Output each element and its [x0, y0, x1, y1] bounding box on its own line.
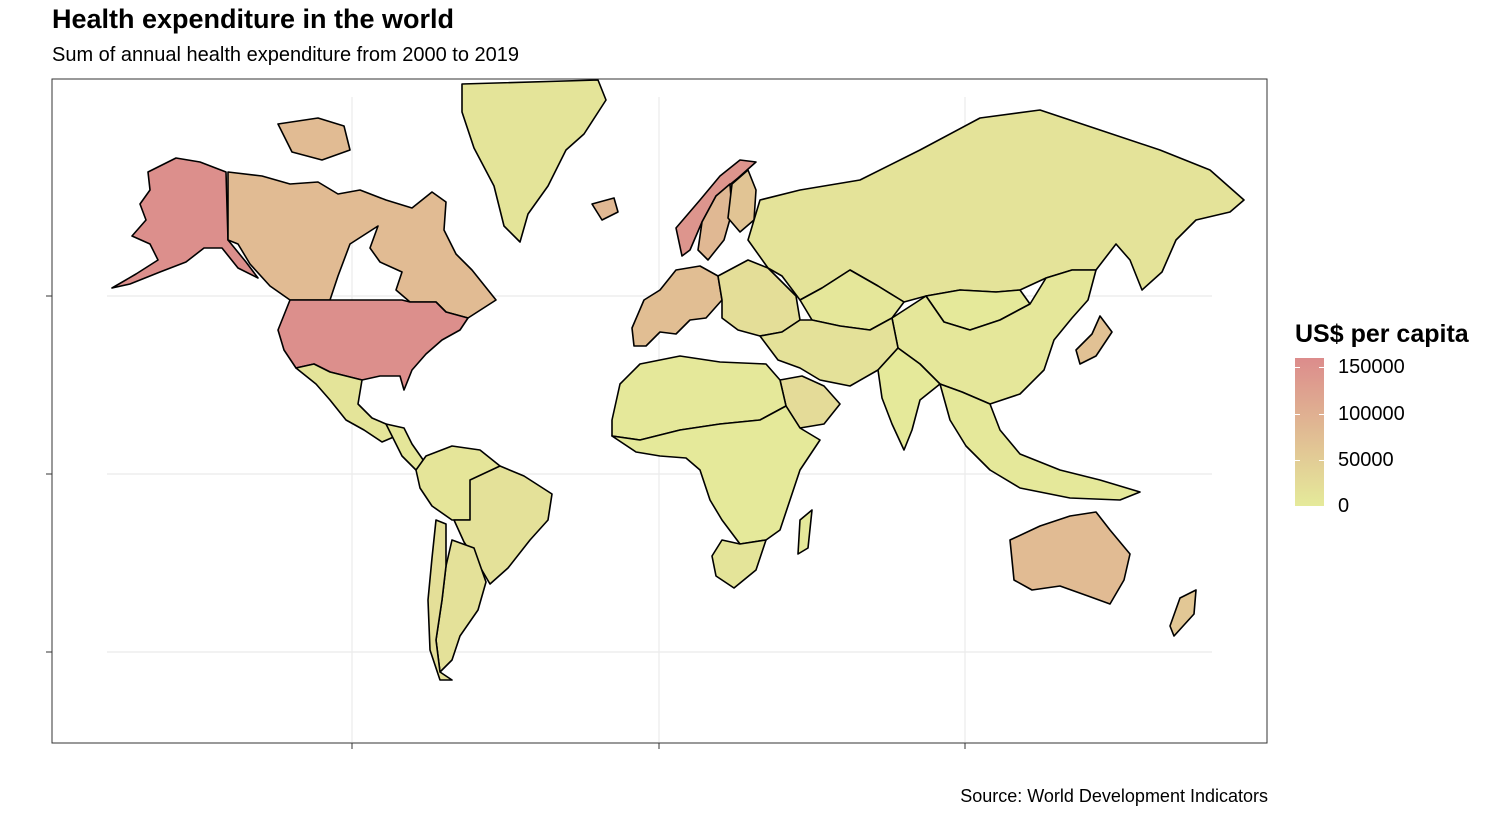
legend-label-50000: 50000	[1338, 448, 1394, 471]
legend-label-0: 0	[1338, 495, 1350, 517]
country-shapes	[111, 79, 1245, 681]
chart-title: Health expenditure in the world	[52, 4, 455, 34]
legend-tick-right	[1319, 367, 1324, 369]
axis-ticks	[46, 295, 966, 749]
country-middle-east	[759, 317, 899, 387]
legend-tick-left	[1295, 506, 1300, 507]
legend-tick-right	[1319, 506, 1324, 507]
chart-subtitle: Sum of annual health expenditure from 20…	[52, 44, 519, 66]
country-western-europe	[631, 265, 723, 347]
country-india	[877, 347, 941, 451]
country-southeast-asia	[939, 383, 1141, 501]
country-japan	[1075, 315, 1113, 365]
country-south-africa	[711, 539, 767, 589]
country-chile	[427, 519, 453, 681]
legend-tick-left	[1295, 413, 1300, 415]
legend-label-150000: 150000	[1338, 356, 1405, 379]
legend-tick-left	[1295, 459, 1300, 461]
country-new-zealand	[1169, 589, 1197, 637]
legend-colorbar	[1295, 358, 1324, 506]
legend-tick-right	[1319, 413, 1324, 415]
country-greenland	[461, 79, 607, 243]
country-canadian-arctic	[277, 117, 351, 161]
legend-label-100000: 100000	[1338, 402, 1405, 425]
legend-title: US$ per capita	[1295, 320, 1469, 348]
country-madagascar	[797, 509, 813, 555]
country-australia	[1009, 511, 1131, 605]
legend-tick-right	[1319, 459, 1324, 461]
legend-tick-left	[1295, 367, 1300, 369]
country-sub-saharan-africa	[611, 405, 821, 545]
country-iceland	[591, 197, 619, 221]
country-sweden	[697, 183, 733, 261]
country-alaska-united-states	[111, 157, 259, 289]
country-brazil	[453, 465, 553, 585]
chart-caption: Source: World Development Indicators	[960, 786, 1268, 806]
